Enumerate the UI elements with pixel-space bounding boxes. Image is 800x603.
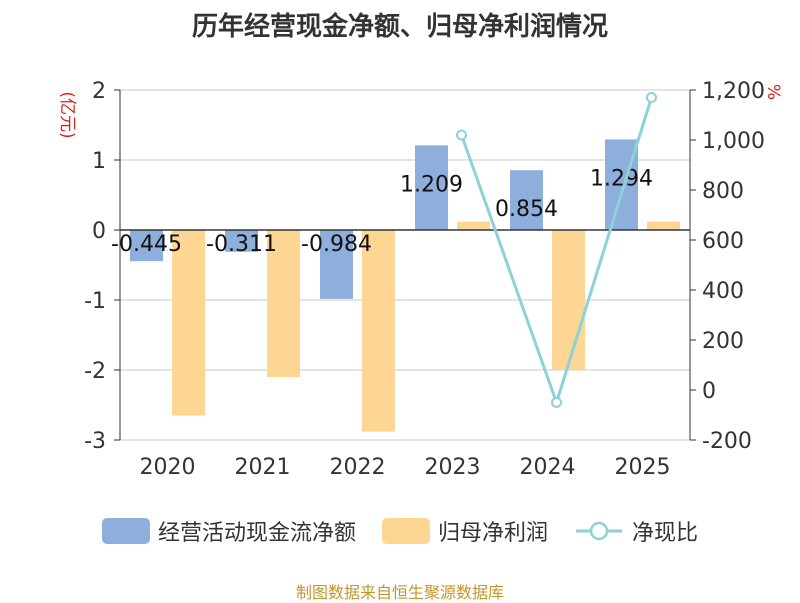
y-right-tick-label: 1,200 (702, 79, 765, 104)
y-right-tick-label: 1,000 (702, 129, 765, 154)
data-label-cash-flow: 1.294 (590, 166, 653, 191)
y-right-tick-label: 600 (702, 229, 744, 254)
y-axis-unit-label: (亿元) (57, 91, 77, 138)
data-label-cash-flow: -0.984 (301, 232, 372, 257)
bar-cash-flow (130, 230, 163, 262)
y-tick-label: -3 (84, 429, 106, 454)
y-tick-label: -1 (84, 289, 106, 314)
legend-item-cash-flow[interactable]: 经营活动现金流净额 (101, 515, 356, 547)
legend-swatch-ratio (576, 521, 622, 541)
y-right-tick-label: -200 (702, 429, 752, 454)
x-tick-label: 2024 (520, 455, 576, 480)
y-tick-label: 2 (92, 79, 106, 104)
bar-net-profit (172, 230, 205, 416)
chart-title: 历年经营现金净额、归母净利润情况 (191, 12, 608, 42)
ratio-point (646, 92, 657, 103)
data-label-cash-flow: 0.854 (495, 197, 558, 222)
x-tick-label: 2022 (330, 455, 386, 480)
chart-legend: 经营活动现金流净额 归母净利润 净现比 (0, 515, 800, 547)
ratio-point (456, 129, 467, 141)
y-tick-label: -2 (84, 359, 106, 384)
data-label-cash-flow: 1.209 (400, 172, 463, 197)
source-note: 制图数据来自恒生聚源数据库 (295, 583, 504, 602)
y-right-tick-label: 800 (702, 179, 744, 204)
legend-item-net-profit[interactable]: 归母净利润 (381, 515, 548, 547)
bar-cash-flow (320, 230, 353, 299)
chart-plot: 2 1 0 -1 -2 -3 1,200 1,000 800 600 400 200 0 -200 (亿元)… (57, 79, 783, 480)
x-tick-label: 2020 (140, 455, 196, 480)
y-tick-label: 1 (92, 149, 106, 174)
bar-cash-flow (415, 145, 448, 230)
x-tick-label: 2023 (425, 455, 481, 480)
legend-label-net-profit: 归母净利润 (437, 521, 548, 546)
bar-net-profit (552, 230, 585, 370)
legend-swatch-cash-flow (101, 518, 150, 544)
x-tick-label: 2025 (615, 455, 671, 480)
legend-item-ratio[interactable]: 净现比 (574, 515, 698, 547)
y-right-tick-label: 0 (702, 379, 716, 404)
bar-net-profit (267, 230, 300, 377)
legend-swatch-net-profit (381, 518, 430, 544)
ratio-point (551, 397, 562, 408)
y-right-axis-unit-label: % (763, 84, 783, 100)
y-right-tick-label: 200 (702, 329, 744, 354)
bar-net-profit (362, 230, 395, 432)
legend-label-cash-flow: 经营活动现金流净额 (157, 521, 356, 546)
bar-cash-flow (510, 170, 543, 230)
data-label-cash-flow: -0.445 (111, 232, 182, 257)
bar-net-profit (647, 221, 680, 230)
x-tick-label: 2021 (235, 455, 291, 480)
y-right-tick-label: 400 (702, 279, 744, 304)
legend-label-ratio: 净现比 (632, 521, 699, 546)
bar-cash-flow (225, 230, 258, 252)
y-tick-label: 0 (92, 219, 106, 244)
data-label-cash-flow: -0.311 (206, 232, 277, 257)
bar-net-profit (457, 221, 490, 230)
